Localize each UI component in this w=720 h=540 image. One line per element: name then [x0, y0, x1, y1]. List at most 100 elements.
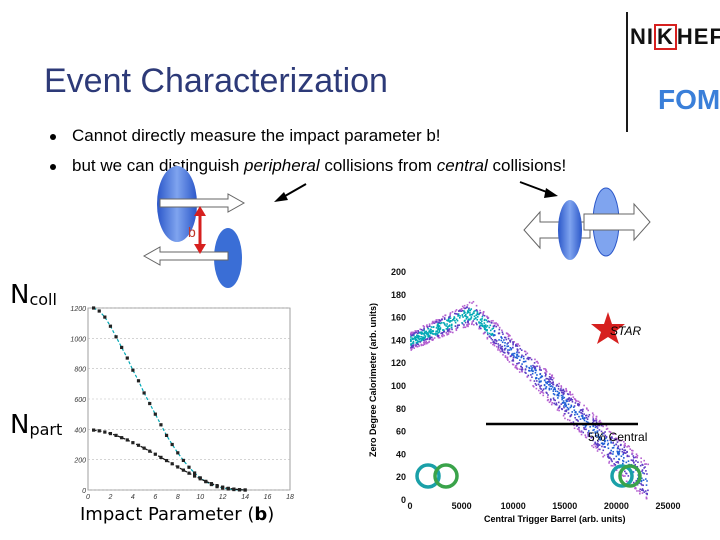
- density-point: [566, 406, 569, 409]
- density-point: [615, 438, 618, 441]
- density-point: [578, 428, 580, 431]
- density-point: [536, 365, 538, 368]
- density-point: [562, 414, 565, 417]
- data-point: [142, 446, 146, 450]
- data-point: [159, 423, 163, 427]
- x-tick-label: 25000: [655, 501, 680, 511]
- density-point: [612, 441, 615, 444]
- density-point: [635, 479, 638, 482]
- density-point: [527, 358, 530, 361]
- density-point: [603, 432, 605, 435]
- density-point: [465, 318, 468, 320]
- density-point: [592, 416, 594, 418]
- density-point: [615, 469, 618, 472]
- density-point: [550, 388, 553, 390]
- density-point: [476, 316, 479, 318]
- density-point: [422, 337, 425, 339]
- y-tick-label: 600: [74, 397, 86, 404]
- density-point: [596, 442, 599, 445]
- density-point: [439, 327, 442, 329]
- density-point: [437, 332, 439, 334]
- density-point: [441, 335, 444, 338]
- density-point: [556, 393, 559, 396]
- density-point: [473, 323, 475, 326]
- density-point: [441, 322, 443, 324]
- density-point: [611, 460, 613, 463]
- density-point: [555, 385, 558, 387]
- density-point: [415, 334, 418, 337]
- density-point: [467, 325, 469, 328]
- density-point: [517, 343, 519, 345]
- density-point: [507, 342, 509, 344]
- density-point: [607, 453, 610, 456]
- heatmap-frame: [410, 272, 668, 500]
- density-point: [437, 336, 440, 339]
- density-point: [638, 490, 640, 492]
- density-point: [635, 455, 637, 458]
- density-point: [595, 443, 597, 445]
- density-point: [495, 325, 498, 328]
- density-point: [600, 442, 603, 445]
- density-point: [621, 462, 624, 465]
- density-point: [467, 308, 470, 311]
- density-point: [549, 383, 551, 385]
- density-point: [622, 460, 625, 463]
- density-point: [618, 453, 620, 456]
- density-point: [572, 421, 575, 423]
- density-point: [592, 421, 594, 424]
- density-point: [520, 365, 522, 368]
- density-point: [592, 425, 594, 428]
- density-point: [529, 370, 531, 372]
- density-point: [579, 401, 581, 404]
- density-point: [436, 333, 438, 335]
- density-point: [438, 331, 440, 334]
- data-point: [159, 455, 163, 459]
- density-point: [415, 331, 417, 334]
- density-point: [535, 376, 537, 379]
- density-point: [553, 398, 555, 401]
- density-point: [448, 329, 450, 332]
- density-point: [456, 327, 459, 329]
- density-point: [630, 449, 633, 452]
- density-point: [410, 347, 412, 349]
- data-point: [131, 441, 135, 445]
- density-point: [443, 322, 445, 324]
- density-point: [535, 387, 538, 390]
- density-point: [532, 370, 534, 373]
- density-point: [610, 459, 613, 461]
- density-point: [506, 351, 509, 353]
- density-point: [640, 480, 643, 483]
- density-point: [641, 492, 644, 494]
- density-point: [515, 356, 518, 359]
- density-point: [486, 329, 488, 331]
- density-point: [450, 324, 453, 327]
- y-tick-label: 20: [396, 472, 406, 482]
- density-point: [563, 406, 565, 409]
- zdc-vs-ctb-heatmap: 0 20 40 60 80 100 120 140 160 180 200 0 5000 10000 15…: [368, 267, 681, 524]
- density-point: [484, 324, 487, 326]
- data-point: [142, 391, 146, 395]
- density-point: [461, 314, 464, 317]
- arrow-left-icon: [142, 246, 229, 266]
- density-point: [534, 358, 536, 361]
- density-point: [508, 361, 511, 363]
- density-point: [530, 365, 532, 367]
- density-point: [563, 405, 565, 407]
- density-point: [504, 355, 507, 357]
- data-point: [198, 477, 202, 481]
- density-point: [472, 320, 475, 322]
- density-point: [471, 313, 473, 316]
- density-point: [633, 461, 635, 464]
- density-point: [625, 472, 628, 475]
- data-point: [114, 433, 118, 437]
- density-point: [419, 341, 422, 343]
- density-point: [488, 335, 491, 338]
- density-point: [570, 413, 573, 416]
- density-point: [613, 444, 616, 447]
- density-point: [590, 432, 592, 435]
- density-point: [605, 435, 608, 438]
- density-point: [529, 379, 532, 382]
- density-point: [411, 337, 414, 340]
- density-point: [444, 314, 446, 317]
- density-point: [621, 450, 624, 453]
